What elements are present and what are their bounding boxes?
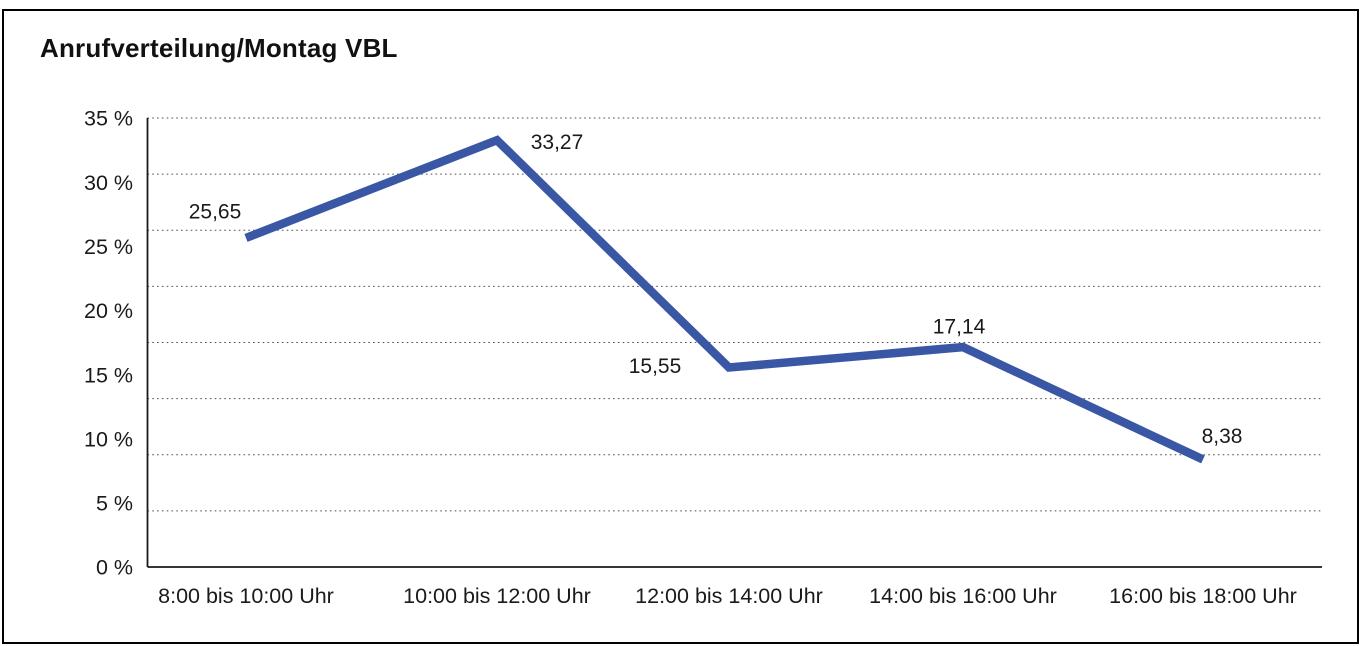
y-tick-label: 10 % [84, 427, 133, 451]
y-tick-label: 5 % [96, 492, 133, 516]
x-category-label: 10:00 bis 12:00 Uhr [403, 584, 591, 608]
y-tick-label: 30 % [84, 171, 133, 195]
y-tick-label: 0 % [96, 556, 133, 580]
data-point-label: 8,38 [1202, 425, 1243, 448]
x-category-label: 8:00 bis 10:00 Uhr [158, 584, 334, 608]
data-point-label: 15,55 [629, 355, 682, 378]
y-tick-label: 25 % [84, 235, 133, 259]
chart-title: Anrufverteilung/Montag VBL [40, 33, 398, 63]
data-line-series [244, 135, 1205, 464]
x-category-label: 14:00 bis 16:00 Uhr [869, 584, 1057, 608]
y-tick-label: 20 % [84, 299, 133, 323]
x-category-label: 16:00 bis 18:00 Uhr [1109, 584, 1297, 608]
chart-frame: Anrufverteilung/Montag VBL [2, 9, 1359, 644]
data-point-label: 17,14 [933, 316, 986, 339]
y-tick-label: 15 % [84, 363, 133, 387]
y-tick-label: 35 % [84, 107, 133, 131]
data-point-label: 25,65 [189, 201, 242, 224]
x-category-label: 12:00 bis 14:00 Uhr [635, 584, 823, 608]
data-point-label: 33,27 [531, 131, 584, 154]
